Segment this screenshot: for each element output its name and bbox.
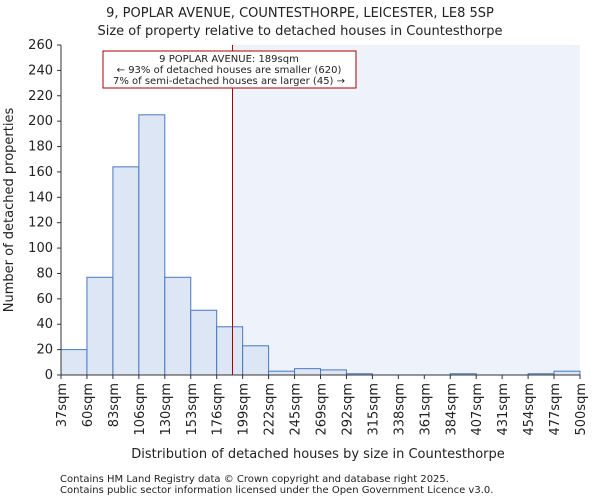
bar-222sqm: [268, 370, 296, 376]
y-tick-label: 80: [36, 266, 53, 281]
y-tick-label: 180: [28, 140, 53, 155]
y-tick-label: 100: [28, 241, 53, 256]
x-axis-label: Distribution of detached houses by size …: [131, 447, 505, 462]
x-tick-label: 407sqm: [470, 383, 485, 436]
x-tick-label: 37sqm: [55, 383, 70, 427]
bar-477sqm: [553, 370, 581, 376]
x-tick-label: 361sqm: [418, 383, 433, 436]
x-tick-label: 338sqm: [392, 383, 407, 436]
x-tick-label: 477sqm: [548, 383, 563, 436]
x-tick-label: 454sqm: [522, 383, 537, 436]
y-tick-label: 140: [28, 190, 53, 205]
y-tick-label: 220: [28, 89, 53, 104]
bar-60sqm: [86, 276, 114, 376]
bar-83sqm: [112, 166, 140, 376]
footer-line-1: Contains HM Land Registry data © Crown c…: [60, 474, 449, 485]
annotation-line-3: 7% of semi-detached houses are larger (4…: [113, 76, 345, 87]
x-tick-label: 176sqm: [211, 383, 226, 436]
y-tick-label: 60: [36, 292, 53, 307]
x-tick-label: 431sqm: [496, 383, 511, 436]
y-tick-label: 200: [28, 114, 53, 129]
x-tick-label: 500sqm: [574, 383, 589, 436]
y-axis-label: Number of detached properties: [2, 108, 17, 313]
annotation-line-1: 9 POPLAR AVENUE: 189sqm: [159, 54, 299, 65]
y-tick-label: 240: [28, 63, 53, 78]
bar-199sqm: [242, 345, 270, 376]
larger-region-shade: [232, 45, 580, 375]
x-tick-label: 83sqm: [107, 383, 122, 427]
y-tick-label: 40: [36, 317, 53, 332]
y-tick-label: 0: [45, 368, 53, 383]
x-tick-label: 60sqm: [81, 383, 96, 427]
y-tick-label: 160: [28, 165, 53, 180]
x-tick-label: 199sqm: [237, 383, 252, 436]
bar-245sqm: [294, 368, 321, 376]
x-tick-label: 153sqm: [185, 383, 200, 436]
x-tick-label: 384sqm: [444, 383, 459, 436]
x-tick-label: 315sqm: [366, 383, 381, 436]
annotation-line-2: ← 93% of detached houses are smaller (62…: [117, 65, 342, 76]
x-tick-label: 245sqm: [289, 383, 304, 436]
bar-153sqm: [190, 309, 218, 376]
chart-subtitle: Size of property relative to detached ho…: [97, 24, 502, 39]
y-tick-label: 260: [28, 38, 53, 53]
bar-130sqm: [164, 276, 192, 376]
annotation-box: 9 POPLAR AVENUE: 189sqm ← 93% of detache…: [102, 50, 357, 89]
y-tick-label: 20: [36, 343, 53, 358]
x-tick-label: 269sqm: [315, 383, 330, 436]
bar-106sqm: [138, 114, 166, 376]
x-tick-label: 130sqm: [159, 383, 174, 436]
x-tick-label: 292sqm: [340, 383, 355, 436]
x-tick-label: 222sqm: [263, 383, 278, 436]
footer-line-2: Contains public sector information licen…: [60, 485, 493, 496]
y-tick-label: 120: [28, 216, 53, 231]
bar-176sqm: [216, 326, 244, 376]
bar-269sqm: [320, 369, 347, 376]
bar-37sqm: [60, 349, 88, 376]
x-tick-label: 106sqm: [133, 383, 148, 436]
chart-title: 9, POPLAR AVENUE, COUNTESTHORPE, LEICEST…: [106, 6, 494, 21]
